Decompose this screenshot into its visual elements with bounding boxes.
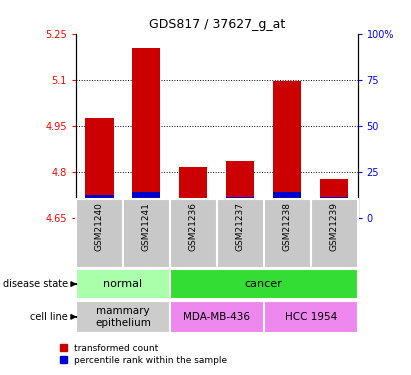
Text: normal: normal xyxy=(104,279,143,289)
Text: HCC 1954: HCC 1954 xyxy=(284,312,337,322)
Bar xyxy=(132,48,161,217)
Bar xyxy=(76,301,170,333)
Text: GSM21241: GSM21241 xyxy=(142,202,151,251)
Legend: transformed count, percentile rank within the sample: transformed count, percentile rank withi… xyxy=(60,344,228,365)
Bar xyxy=(170,269,358,299)
Bar xyxy=(264,301,358,333)
Text: GSM21240: GSM21240 xyxy=(95,202,104,251)
Text: GSM21238: GSM21238 xyxy=(283,202,292,251)
Title: GDS817 / 37627_g_at: GDS817 / 37627_g_at xyxy=(149,18,285,31)
Text: GSM21239: GSM21239 xyxy=(330,202,339,251)
Bar xyxy=(85,195,113,203)
Bar xyxy=(132,192,161,199)
Text: GSM21236: GSM21236 xyxy=(189,202,198,251)
Text: GSM21237: GSM21237 xyxy=(236,202,245,251)
Text: MDA-MB-436: MDA-MB-436 xyxy=(183,312,250,322)
Bar xyxy=(179,167,208,218)
Bar xyxy=(170,301,264,333)
Bar xyxy=(273,81,301,218)
Bar xyxy=(273,192,301,199)
Bar xyxy=(226,197,254,205)
Text: cell line: cell line xyxy=(30,312,68,322)
Text: mammary
epithelium: mammary epithelium xyxy=(95,306,151,328)
Bar xyxy=(76,269,170,299)
Bar xyxy=(320,197,348,205)
Bar xyxy=(85,118,113,218)
Text: cancer: cancer xyxy=(245,279,283,289)
Bar xyxy=(179,199,208,207)
Bar xyxy=(320,179,348,218)
Text: disease state: disease state xyxy=(3,279,68,289)
Bar xyxy=(226,161,254,218)
